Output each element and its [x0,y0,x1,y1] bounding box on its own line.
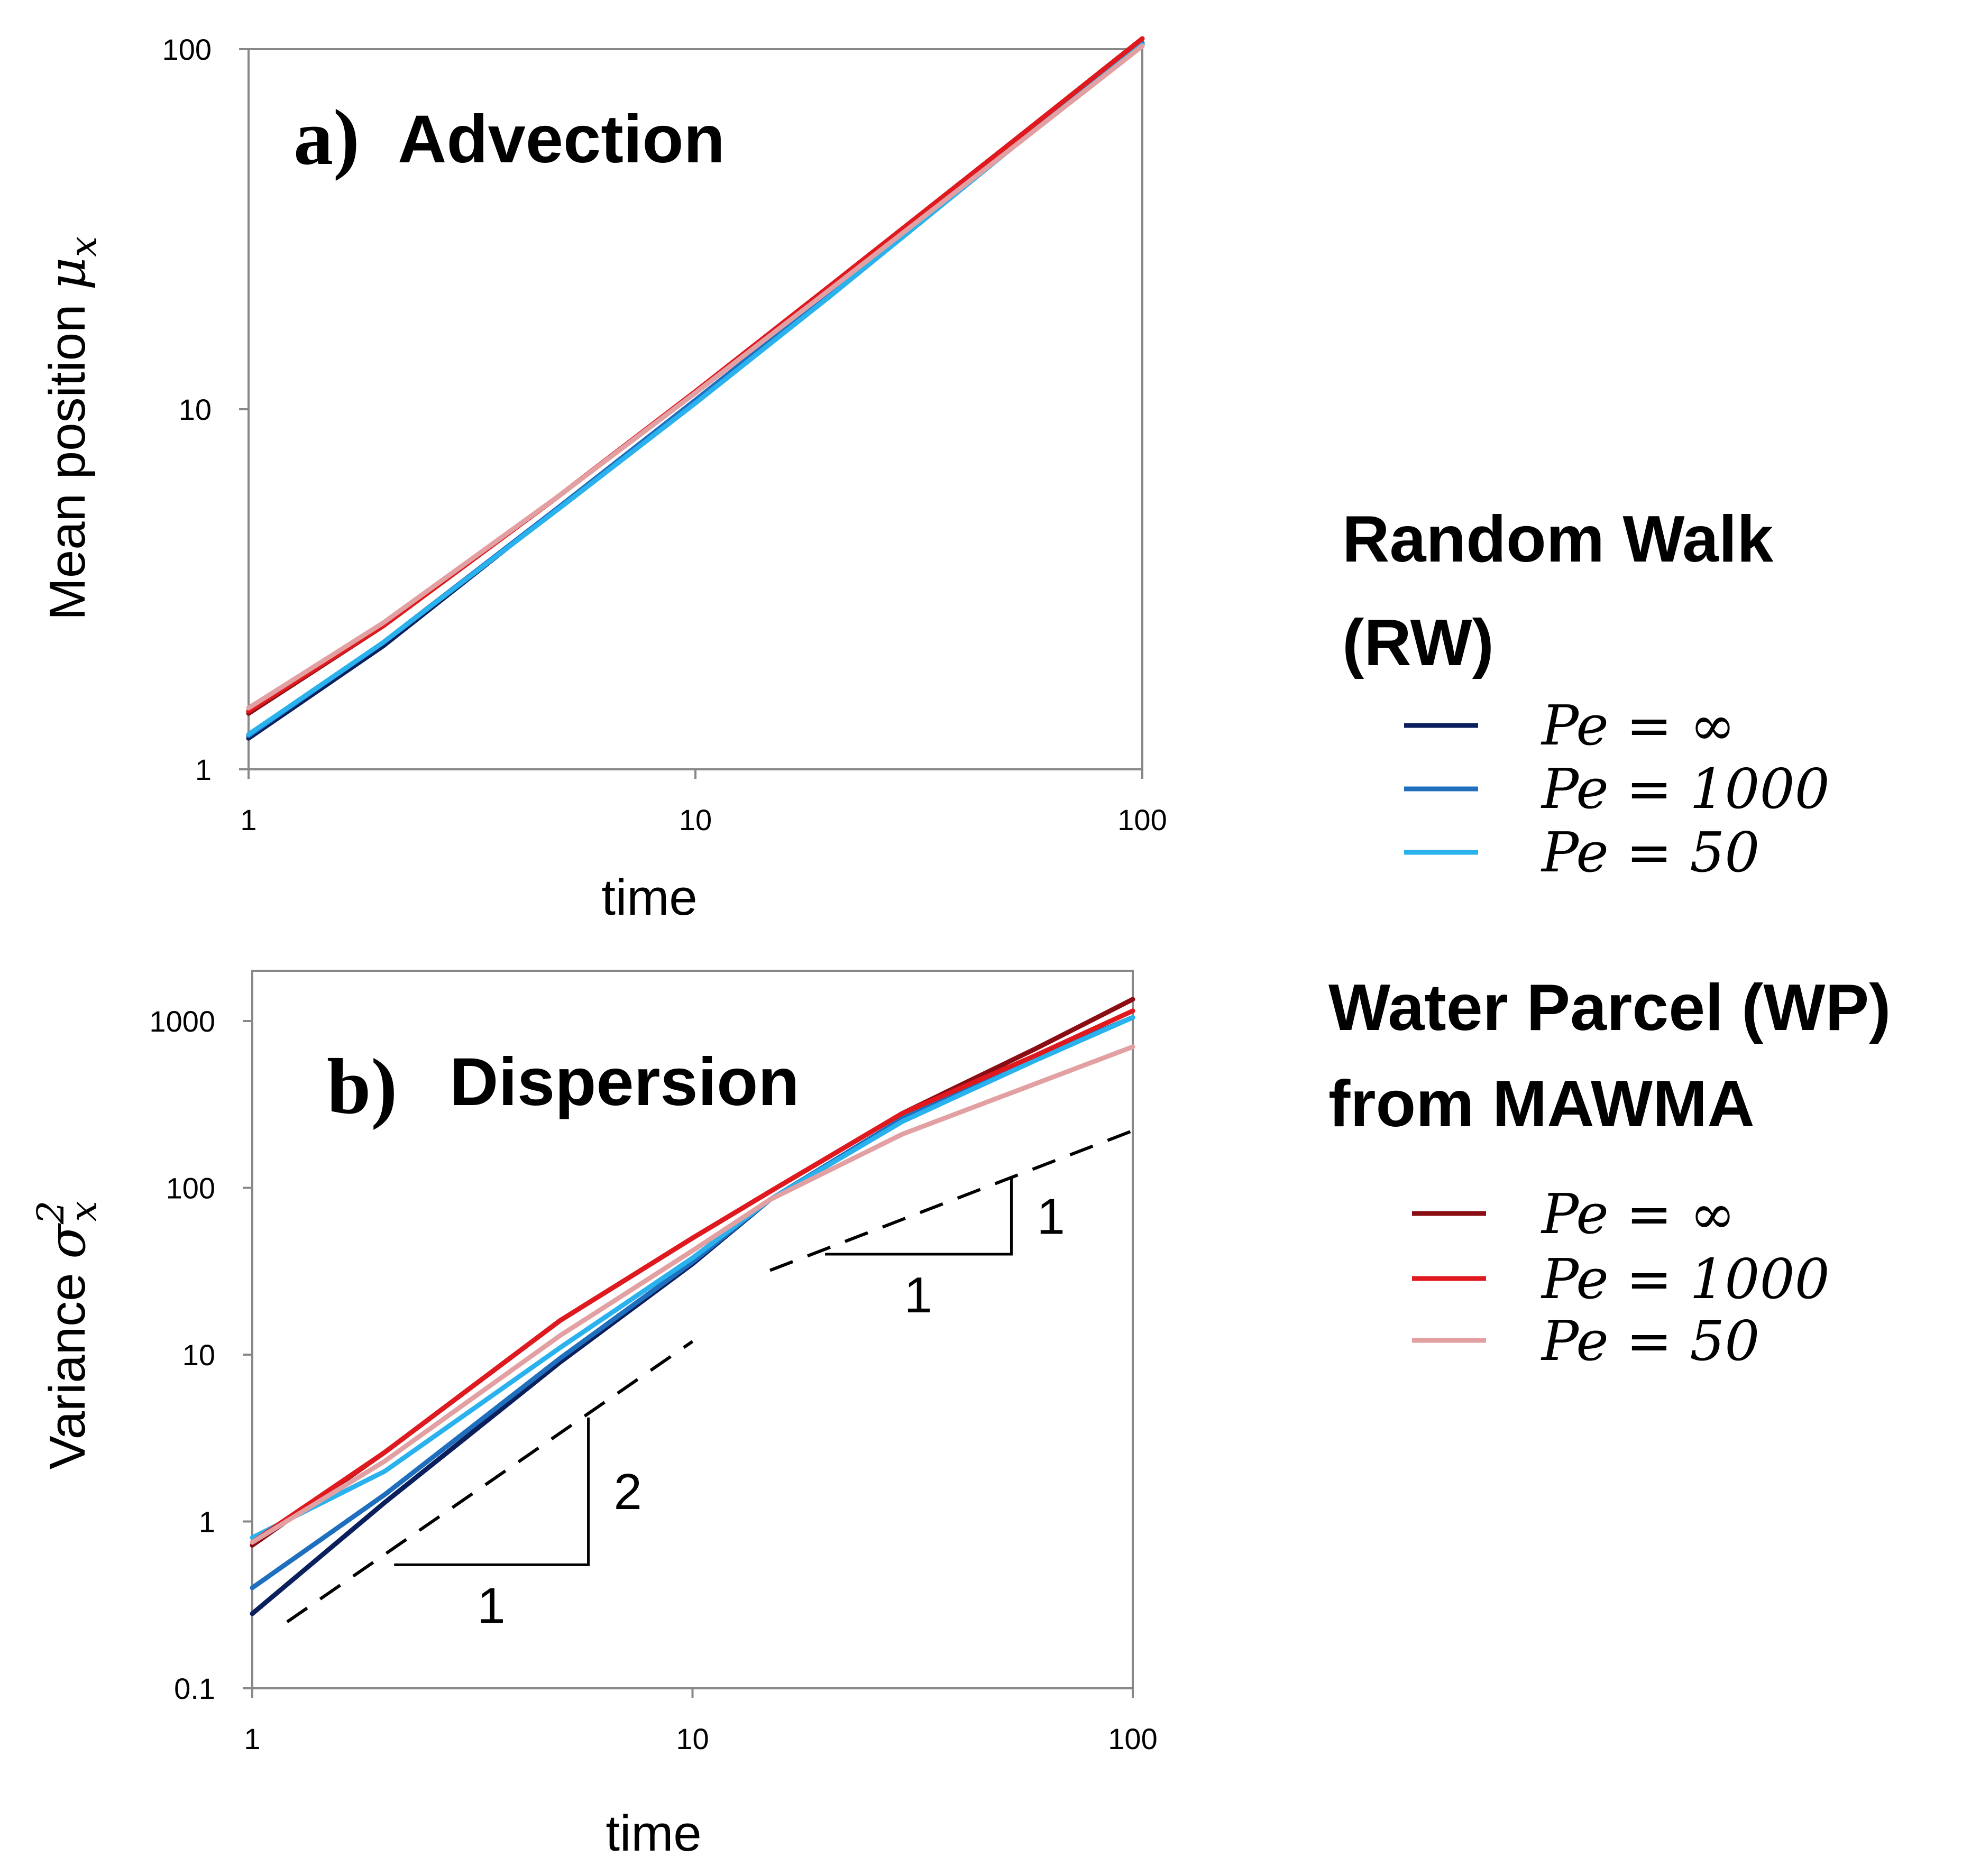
panel-b-letter: b) [327,1043,397,1130]
panel-b-slope-triangle-1 [394,1417,590,1566]
legend-label-rw-pe-1000: Pe = 1000 [1541,757,1830,821]
panel-a-series-wp-pe-50 [246,43,1145,711]
legend-label-rw-pe-inf: Pe = ∞ [1541,693,1736,758]
panel-b-slope-run-label-1: 1 [477,1577,505,1634]
panel-b-y-tick-label: 1000 [149,1005,215,1038]
panel-b-y-tick-label: 100 [166,1171,215,1204]
legend-label-wp-pe-50: Pe = 50 [1541,1309,1759,1373]
legend-title-water-parcel: Water Parcel (WP) [1328,971,1891,1044]
legend-label-wp-pe-1000: Pe = 1000 [1541,1247,1830,1311]
panel-b-x-axis-title: time [606,1805,701,1862]
panel-a-x-tick-label: 1 [240,803,256,836]
panel-b-x-tick-label: 10 [676,1722,709,1755]
legend-group-random-walk: Random Walk (RW) Pe = ∞ Pe = 1000 Pe = 5… [1342,503,1830,885]
panel-b-series-rw-pe-50 [250,1015,1135,1540]
legend-group-water-parcel: Water Parcel (WP) from MAWMA Pe = ∞ Pe =… [1328,971,1891,1373]
panel-b-title: Dispersion [450,1044,800,1120]
panel-b-reference-line-1 [286,1340,694,1623]
panel-b-y-tick-label: 0.1 [174,1672,215,1705]
panel-a-y-tick-label: 100 [162,33,212,66]
panel-a-letter: a) [294,94,360,181]
panel-a-x-tick-label: 100 [1117,803,1167,836]
panel-b-series-wp-pe-1000 [250,1008,1135,1545]
panel-a-y-tick-label: 1 [195,753,212,786]
panel-b-series-wp-pe-50 [250,1044,1135,1545]
panel-b-reference-line-2 [769,1129,1134,1272]
panel-b-slope-rise-label-1: 2 [614,1464,642,1520]
panel-b-x-tick-label: 100 [1108,1722,1157,1755]
panel-a-advection: 1 10 100 1 10 100 a) Advection time Mean pos… [38,33,1167,926]
legend-title-random-walk: Random Walk [1342,503,1774,576]
legend-label-rw-pe-50: Pe = 50 [1541,820,1759,885]
panel-b-y-axis-title: Variance σ2x [29,1201,105,1470]
panel-a-y-axis-title: Mean position μx [38,236,105,620]
panel-b-x-tick-label: 1 [244,1722,260,1755]
legend-title-random-walk-abbrev: (RW) [1342,606,1494,679]
panel-a-x-tick-label: 10 [679,803,712,836]
panel-a-y-tick-label: 10 [179,393,212,426]
panel-b-y-tick-label: 10 [182,1338,215,1372]
legend-label-wp-pe-inf: Pe = ∞ [1541,1182,1736,1246]
panel-b-y-tick-label: 1 [199,1505,215,1538]
panel-a-plot-frame [247,48,1143,770]
panel-a-title: Advection [398,102,725,177]
panel-b-slope-rise-label-2: 1 [1037,1189,1065,1245]
legend: Random Walk (RW) Pe = ∞ Pe = 1000 Pe = 5… [1328,503,1891,1373]
panel-b-plot-frame [251,970,1134,1689]
panel-a-x-axis-title: time [601,869,697,926]
panel-b-slope-run-label-2: 1 [904,1267,932,1323]
legend-title-water-parcel-source: from MAWMA [1328,1068,1755,1141]
panel-b-slope-triangle-2 [825,1178,1013,1256]
